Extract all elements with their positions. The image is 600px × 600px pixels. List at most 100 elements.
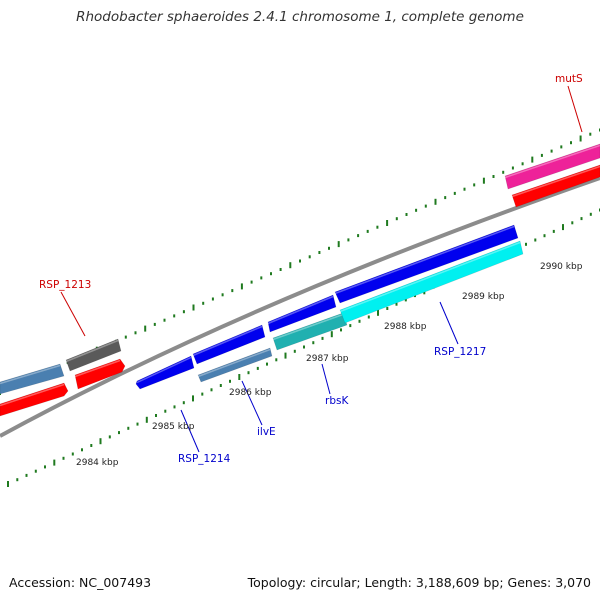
feature-blue-rbsk[interactable] [267,294,337,333]
minor-tick [534,238,537,242]
major-tick [386,220,389,226]
feature-red-small[interactable] [74,358,126,390]
minor-tick [279,268,282,271]
minor-tick [182,401,185,405]
minor-tick [357,234,360,238]
accession-text: Accession: NC_007493 [9,575,152,590]
major-tick [53,459,56,466]
minor-tick [502,170,505,174]
minor-tick [231,289,234,293]
major-tick [482,177,485,184]
gene-features [0,143,600,417]
minor-tick [308,255,311,259]
scale-label: 2989 kbp [462,292,505,302]
minor-tick [256,366,259,370]
minor-tick [127,426,130,430]
minor-tick [34,469,37,473]
feature-gray-highlight [65,339,119,363]
feature-blue-ilve[interactable] [192,324,266,365]
minor-tick [404,298,407,302]
minor-tick [303,345,305,349]
minor-tick [270,272,272,276]
feature-red-small-highlight [74,359,121,378]
gene-label[interactable]: RSP_1217 [434,346,486,358]
gene-labels: RSP_1213 mutS RSP_1214 ilvE rbsK RSP_1217 [39,73,583,465]
minor-tick [571,221,574,225]
gene-label[interactable]: rbsK [325,395,349,407]
minor-tick [395,217,398,221]
feature-steelblue-upper[interactable] [0,363,65,395]
minor-tick [81,448,83,452]
feature-steelblue-ilve-highlight [197,348,271,378]
leader-line [439,301,459,345]
minor-tick [312,341,315,345]
minor-tick [358,319,361,323]
minor-tick [211,297,214,301]
gene-label[interactable]: mutS [555,73,583,85]
minor-tick [219,384,222,387]
minor-tick [453,191,456,195]
feature-magenta-muts[interactable] [504,143,600,190]
minor-tick [163,318,166,322]
minor-tick [589,132,592,136]
feature-blue-1214-highlight [136,356,192,384]
minor-tick [525,242,527,246]
minor-tick [405,213,408,216]
major-tick [330,331,333,338]
minor-tick [415,208,418,212]
major-tick [238,374,241,380]
minor-tick [589,212,592,216]
leader-line [60,291,86,337]
feature-gray[interactable] [65,338,122,372]
minor-tick [376,225,379,229]
major-tick [192,304,195,311]
major-tick [7,481,9,487]
gene-label[interactable]: RSP_1214 [178,453,231,465]
leader-line [321,363,331,395]
major-tick [337,241,340,248]
minor-tick [318,251,321,254]
gene-label[interactable]: RSP_1213 [39,279,91,291]
feature-red-left[interactable] [0,382,69,417]
minor-tick [552,229,555,233]
scale-labels: 2984 kbp 2985 kbp 2986 kbp 2987 kbp 2988 kbp… [76,262,583,468]
feature-teal-rbsk-highlight [272,313,344,341]
minor-tick [492,175,495,178]
scale-label: 2985 kbp [152,422,195,432]
minor-tick [71,452,74,456]
minor-tick [266,362,268,366]
map-title: Rhodobacter sphaeroides 2.4.1 chromosome… [76,9,524,25]
major-tick [284,352,287,359]
minor-tick [550,149,553,153]
genome-summary-text: Topology: circular; Length: 3,188,609 bp… [247,575,591,590]
minor-tick [229,379,231,383]
minor-tick [386,307,389,310]
major-tick [240,283,243,290]
scale-label: 2984 kbp [76,458,119,468]
feature-blue-1217[interactable] [334,224,519,304]
feature-cyan-1217[interactable] [339,240,524,324]
feature-blue-1214[interactable] [135,355,195,390]
minor-tick [321,336,324,340]
minor-tick [173,314,176,318]
minor-tick [221,293,224,297]
feature-red-muts[interactable] [511,164,600,208]
feature-blue-ilve-highlight [192,325,263,357]
feature-steelblue-ilve[interactable] [197,347,273,383]
minor-tick [395,302,398,306]
minor-tick [367,315,370,319]
minor-tick [201,392,204,396]
minor-tick [25,473,28,477]
feature-teal-rbsk[interactable] [272,312,348,351]
major-tick [531,156,534,163]
scale-label: 2987 kbp [306,354,349,364]
major-tick [434,198,437,205]
minor-tick [247,371,250,375]
gene-label[interactable]: ilvE [257,426,276,438]
minor-tick [134,331,137,335]
minor-tick [202,301,205,305]
major-tick [579,135,582,142]
minor-tick [299,259,301,263]
minor-tick [328,246,330,250]
